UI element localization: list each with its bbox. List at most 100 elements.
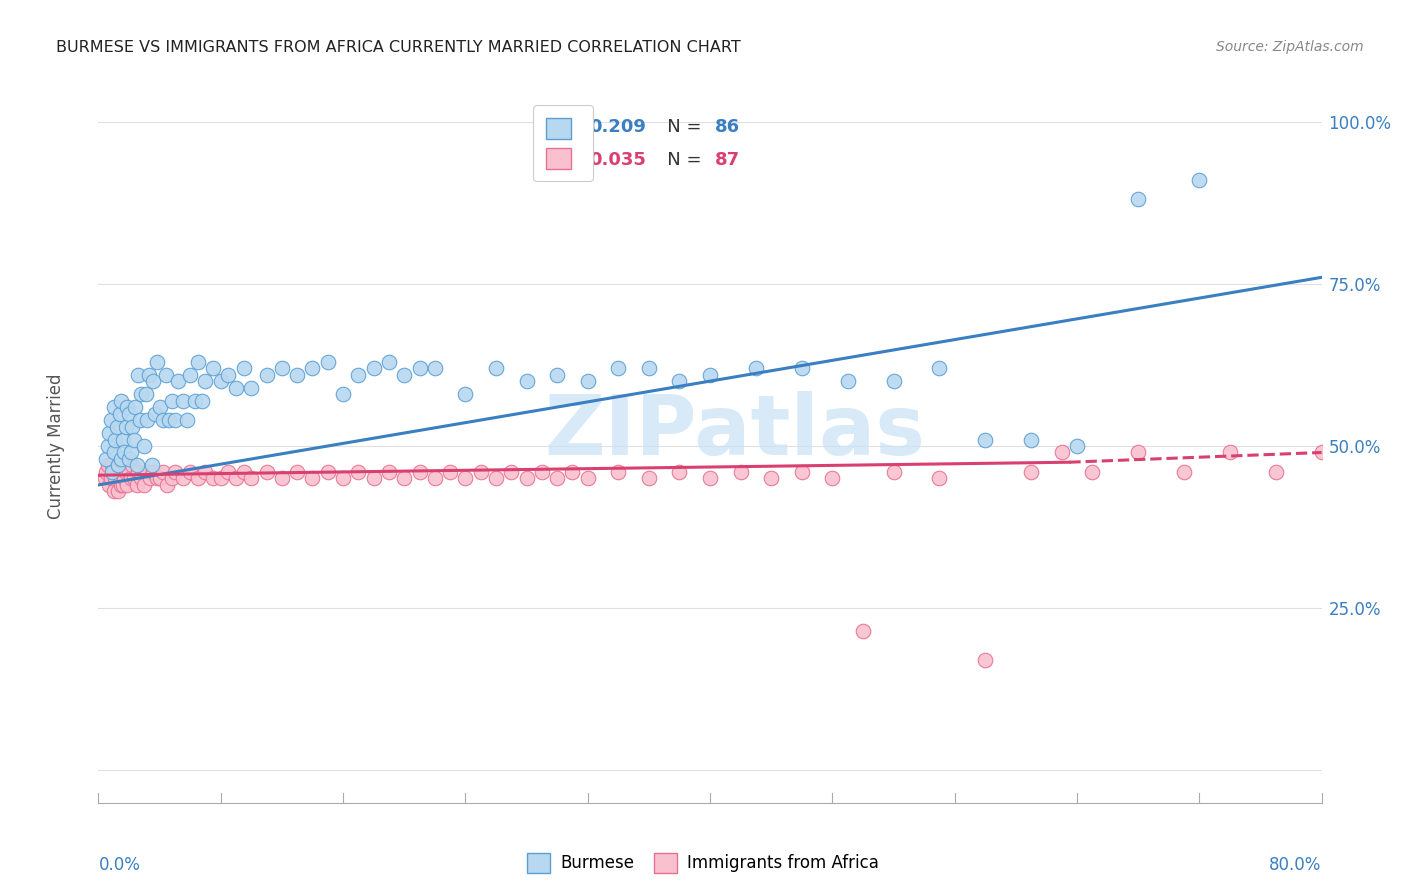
Point bbox=[121, 419, 143, 434]
Point bbox=[1019, 433, 1042, 447]
Point bbox=[125, 458, 148, 473]
Point bbox=[209, 374, 232, 388]
Point bbox=[883, 465, 905, 479]
Point bbox=[637, 471, 661, 485]
Point bbox=[115, 419, 138, 434]
Point bbox=[143, 407, 166, 421]
Point bbox=[110, 458, 132, 473]
Point bbox=[730, 465, 752, 479]
Point bbox=[928, 361, 950, 376]
Point bbox=[111, 433, 134, 447]
Point bbox=[112, 445, 135, 459]
Point bbox=[607, 465, 630, 479]
Point bbox=[93, 471, 115, 485]
Point bbox=[270, 471, 292, 485]
Point bbox=[156, 478, 179, 492]
Point bbox=[163, 465, 186, 479]
Point bbox=[301, 471, 323, 485]
Point bbox=[111, 478, 134, 492]
Point bbox=[501, 465, 523, 479]
Point bbox=[104, 433, 127, 447]
Point bbox=[149, 471, 172, 485]
Text: R =: R = bbox=[550, 151, 589, 169]
Point bbox=[316, 465, 339, 479]
Point bbox=[378, 354, 401, 368]
Text: 80.0%: 80.0% bbox=[1270, 856, 1322, 874]
Point bbox=[408, 361, 430, 376]
Point bbox=[392, 368, 416, 382]
Point bbox=[745, 361, 768, 376]
Point bbox=[347, 368, 370, 382]
Point bbox=[1050, 445, 1073, 459]
Point bbox=[101, 465, 124, 479]
Text: 86: 86 bbox=[716, 118, 741, 136]
Point bbox=[974, 653, 997, 667]
Point bbox=[668, 374, 690, 388]
Point bbox=[129, 471, 152, 485]
Point bbox=[163, 413, 186, 427]
Point bbox=[142, 374, 165, 388]
Point bbox=[108, 471, 131, 485]
Point bbox=[1173, 465, 1195, 479]
Point bbox=[225, 381, 247, 395]
Point bbox=[1188, 173, 1211, 187]
Point bbox=[107, 484, 129, 499]
Point bbox=[485, 361, 508, 376]
Point bbox=[232, 361, 254, 376]
Text: 0.209: 0.209 bbox=[589, 118, 647, 136]
Point bbox=[118, 465, 141, 479]
Point bbox=[1219, 445, 1241, 459]
Point bbox=[454, 471, 477, 485]
Point bbox=[142, 465, 165, 479]
Point bbox=[122, 471, 145, 485]
Point bbox=[516, 471, 538, 485]
Point bbox=[837, 374, 859, 388]
Point bbox=[301, 361, 323, 376]
Point bbox=[110, 393, 132, 408]
Point bbox=[454, 387, 477, 401]
Point bbox=[852, 624, 875, 638]
Point bbox=[363, 361, 385, 376]
Point bbox=[107, 458, 129, 473]
Point bbox=[285, 368, 308, 382]
Text: Currently Married: Currently Married bbox=[46, 373, 65, 519]
Point bbox=[1128, 445, 1150, 459]
Point bbox=[138, 368, 160, 382]
Legend: , : , bbox=[533, 105, 593, 181]
Point bbox=[217, 368, 239, 382]
Point bbox=[155, 368, 177, 382]
Point bbox=[122, 433, 145, 447]
Point bbox=[202, 361, 225, 376]
Point bbox=[105, 419, 128, 434]
Point bbox=[136, 465, 159, 479]
Point bbox=[179, 465, 201, 479]
Point bbox=[516, 374, 538, 388]
Point bbox=[110, 452, 132, 467]
Point bbox=[316, 354, 339, 368]
Point bbox=[118, 407, 141, 421]
Text: 0.035: 0.035 bbox=[589, 151, 647, 169]
Point bbox=[270, 361, 292, 376]
Text: ZIPatlas: ZIPatlas bbox=[544, 392, 925, 472]
Point bbox=[160, 471, 183, 485]
Point bbox=[127, 465, 149, 479]
Point bbox=[172, 393, 194, 408]
Point bbox=[1310, 445, 1333, 459]
Point bbox=[157, 413, 180, 427]
Point bbox=[179, 368, 201, 382]
Point bbox=[120, 471, 142, 485]
Point bbox=[408, 465, 430, 479]
Point bbox=[883, 374, 905, 388]
Point bbox=[120, 445, 142, 459]
Point bbox=[607, 361, 630, 376]
Point bbox=[97, 458, 120, 473]
Point bbox=[1019, 465, 1042, 479]
Point bbox=[332, 471, 354, 485]
Point bbox=[699, 368, 721, 382]
Point bbox=[118, 452, 141, 467]
Point bbox=[256, 368, 278, 382]
Point bbox=[1128, 193, 1150, 207]
Point bbox=[1081, 465, 1104, 479]
Point bbox=[115, 465, 138, 479]
Point bbox=[202, 471, 225, 485]
